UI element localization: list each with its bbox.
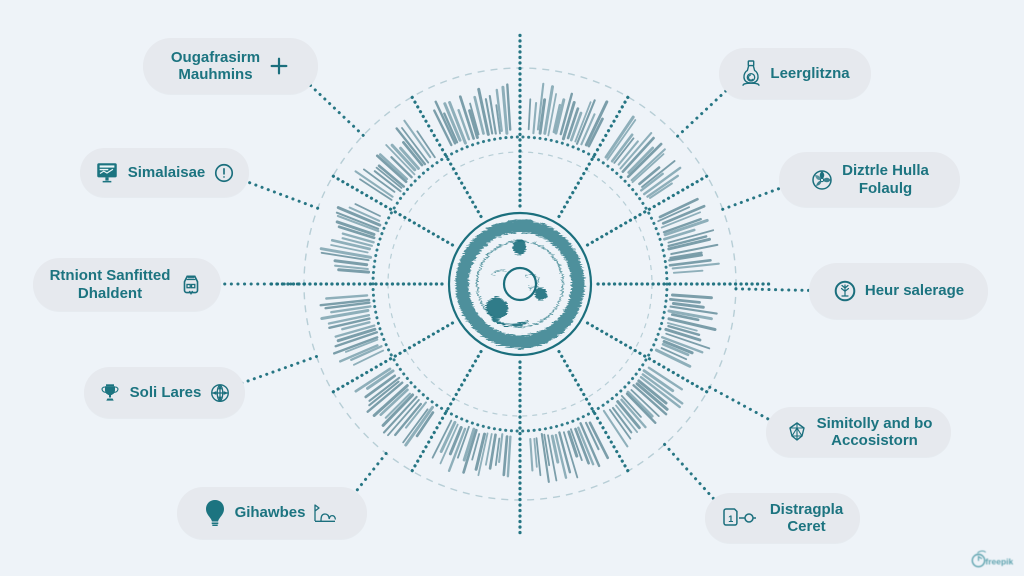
svg-text:1: 1 — [728, 514, 733, 524]
svg-text:freepik: freepik — [985, 556, 1013, 566]
